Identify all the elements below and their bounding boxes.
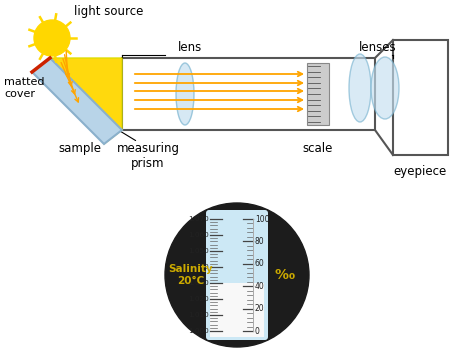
Text: lenses: lenses [359,41,396,54]
Text: 80: 80 [255,237,264,246]
Text: 1.040: 1.040 [188,264,209,270]
Text: ‰: ‰ [275,268,295,282]
Text: scale: scale [303,142,333,155]
Ellipse shape [349,54,371,122]
Bar [122,58,375,130]
Text: matted
cover: matted cover [4,77,45,99]
Text: lens: lens [178,41,202,54]
Circle shape [165,203,309,347]
Text: 1.070: 1.070 [188,216,209,222]
Ellipse shape [176,63,194,125]
FancyBboxPatch shape [210,283,264,337]
Text: 1.000: 1.000 [188,328,209,334]
Text: Salinity
20°C: Salinity 20°C [169,264,213,286]
Text: 1.030: 1.030 [188,280,209,286]
Text: 60: 60 [255,259,265,268]
Text: light source: light source [74,5,143,18]
Bar [307,63,329,125]
Ellipse shape [371,57,399,119]
Text: 40: 40 [255,282,265,291]
Polygon shape [32,58,122,144]
Text: sample: sample [58,142,101,155]
Bar [393,40,448,155]
Text: 0: 0 [255,326,260,335]
Circle shape [34,20,70,56]
Text: eyepiece: eyepiece [394,165,447,178]
Text: 20: 20 [255,304,264,313]
Polygon shape [50,58,122,144]
Text: 1.060: 1.060 [188,232,209,238]
Text: 100: 100 [255,215,270,224]
Text: 1.020: 1.020 [188,296,209,302]
Text: 1.050: 1.050 [188,248,209,254]
FancyBboxPatch shape [206,210,268,340]
Text: measuring
prism: measuring prism [117,142,180,170]
Text: 1.010: 1.010 [188,312,209,318]
